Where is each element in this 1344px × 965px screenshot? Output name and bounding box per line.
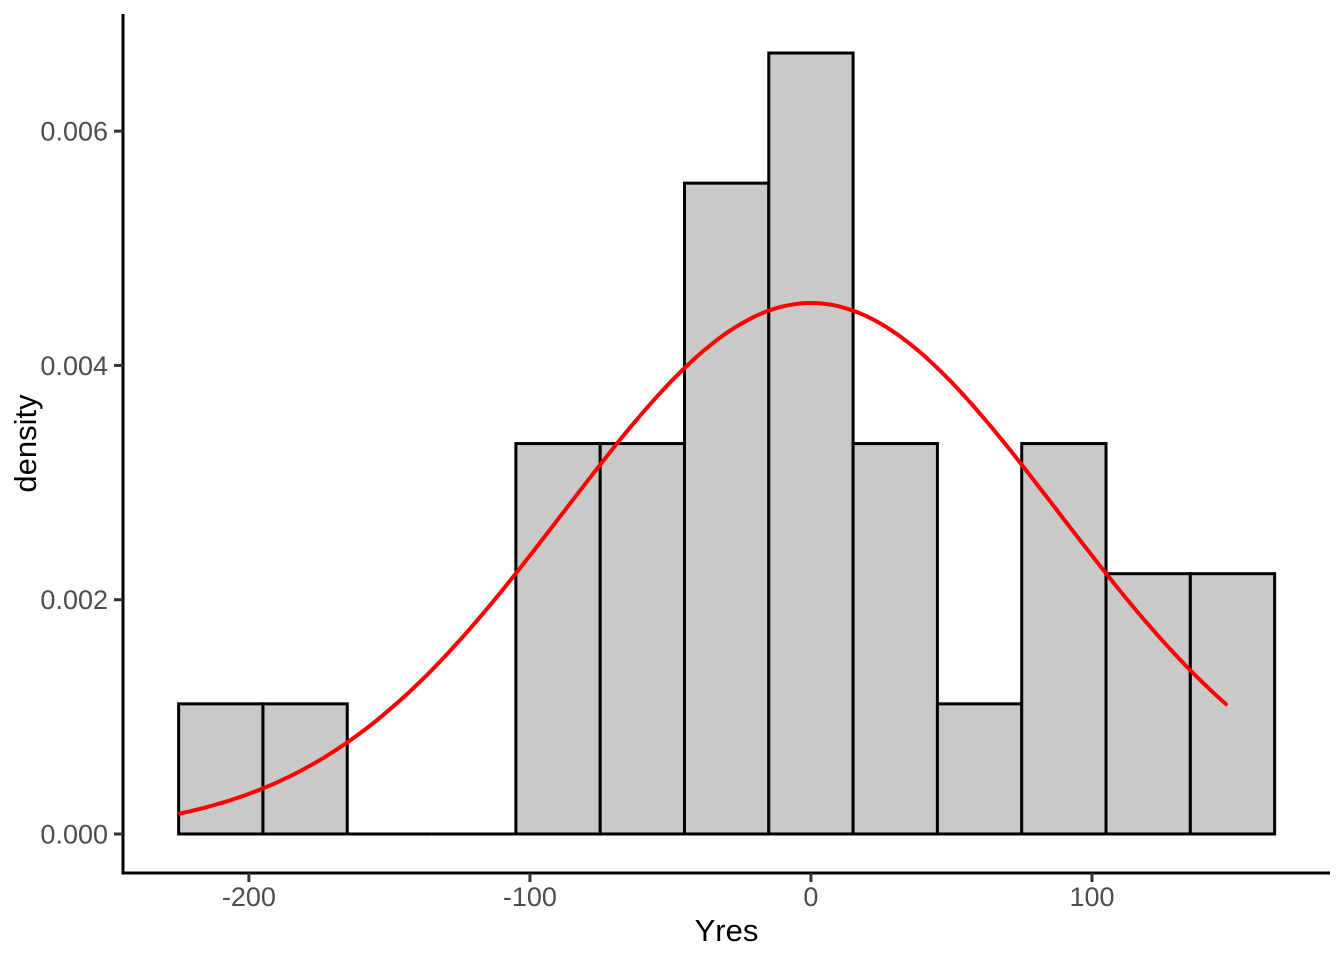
density-curve-layer: [178, 301, 1228, 816]
y-tick-label: 0.002: [40, 585, 108, 615]
axes-layer: [121, 14, 1330, 875]
x-axis-title: Yres: [695, 913, 759, 948]
histogram-bar: [177, 702, 265, 836]
histogram-bar: [1104, 572, 1192, 836]
x-tick-label: 100: [1069, 882, 1114, 912]
histogram-bar: [1188, 572, 1277, 836]
histogram-bar: [682, 181, 771, 836]
x-axis-ticks: -200 -100 0 100: [222, 873, 1115, 912]
histogram-bar: [767, 51, 855, 836]
histogram-bar: [514, 442, 602, 836]
x-tick-label: -200: [222, 882, 276, 912]
y-axis-title: density: [8, 394, 43, 493]
y-tick-label: 0.000: [40, 819, 108, 849]
y-axis-ticks: 0.000 0.002 0.004 0.006: [40, 117, 123, 849]
histogram-bar: [851, 442, 939, 836]
y-tick-label: 0.006: [40, 117, 108, 147]
histogram-bar: [935, 702, 1024, 836]
x-tick-label: -100: [503, 882, 557, 912]
histogram-bar: [1020, 442, 1108, 836]
x-tick-label: 0: [803, 882, 818, 912]
normal-density-curve: [178, 301, 1228, 816]
histogram-bar: [598, 442, 686, 836]
y-tick-label: 0.004: [40, 351, 108, 381]
histogram-bars-layer: [177, 51, 1277, 836]
